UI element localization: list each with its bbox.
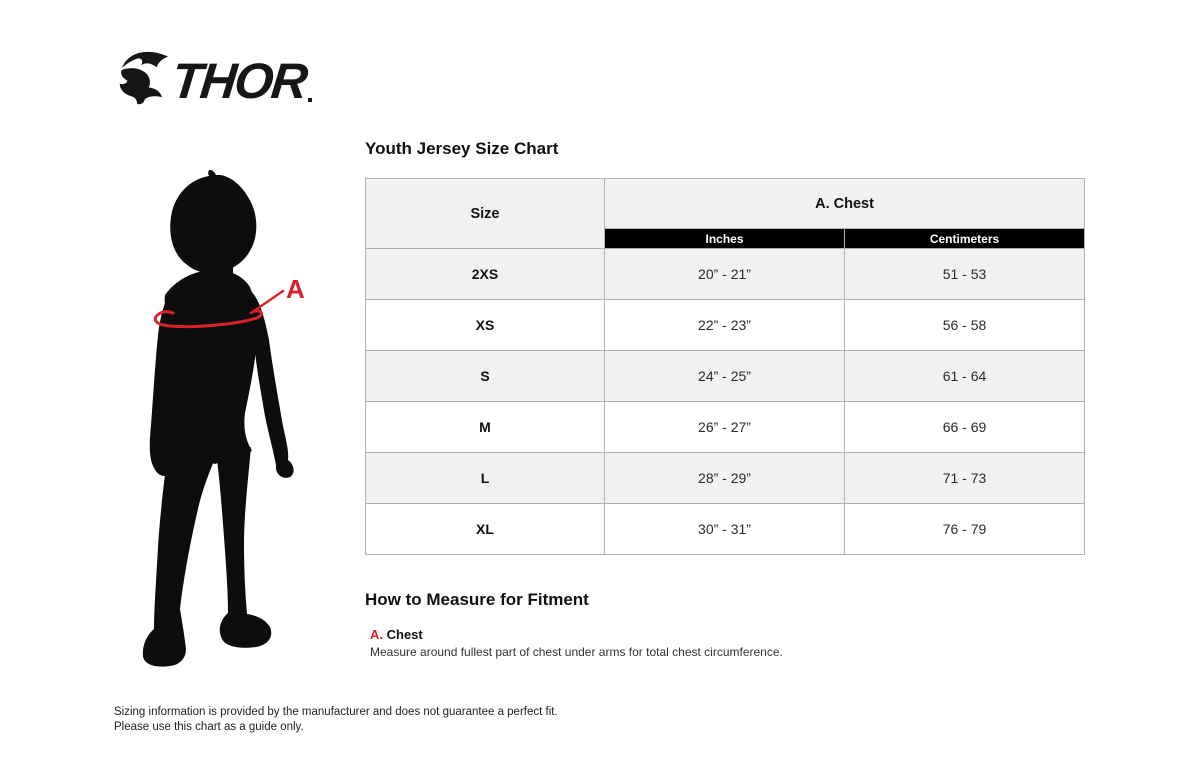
- measure-item-chest: A. Chest Measure around fullest part of …: [370, 627, 1084, 660]
- cell-inches: 20” - 21”: [604, 248, 845, 300]
- cell-inches: 22” - 23”: [604, 299, 845, 351]
- table-row: S 24” - 25” 61 - 64: [365, 350, 1086, 402]
- table-row: M 26” - 27” 66 - 69: [365, 401, 1086, 453]
- size-table-body: 2XS 20” - 21” 51 - 53 XS 22” - 23” 56 - 58 S 24…: [365, 248, 1086, 555]
- trademark-mark: [307, 98, 312, 102]
- page-title: Youth Jersey Size Chart: [365, 139, 559, 158]
- chest-point-label: A: [286, 274, 305, 304]
- disclaimer-line-1: Sizing information is provided by the ma…: [114, 706, 558, 718]
- cell-centimeters: 71 - 73: [843, 452, 1086, 504]
- table-row: 2XS 20” - 21” 51 - 53: [365, 248, 1086, 300]
- measure-item-name: Chest: [386, 627, 423, 642]
- column-header-size: Size: [365, 178, 605, 249]
- brand-logo: THOR: [112, 44, 312, 109]
- measurement-diagram: A: [116, 163, 366, 678]
- column-header-inches: Inches: [604, 228, 845, 249]
- header-units-row: Inches Centimeters: [366, 228, 1086, 249]
- brand-wordmark: THOR: [169, 53, 309, 109]
- cell-inches: 30” - 31”: [604, 503, 845, 555]
- cell-centimeters: 56 - 58: [843, 299, 1086, 351]
- disclaimer: Sizing information is provided by the ma…: [114, 705, 558, 734]
- column-header-chest: A. Chest: [603, 178, 1086, 229]
- table-row: XL 30” - 31” 76 - 79: [365, 503, 1086, 555]
- child-silhouette-image: A: [142, 169, 305, 667]
- column-header-centimeters: Centimeters: [843, 228, 1086, 249]
- cell-size: XS: [365, 299, 605, 351]
- cell-size: XL: [365, 503, 605, 555]
- cell-centimeters: 66 - 69: [843, 401, 1086, 453]
- cell-centimeters: 51 - 53: [843, 248, 1086, 300]
- cell-size: L: [365, 452, 605, 504]
- size-table-header: Size A. Chest Inches Centimeters: [365, 178, 1086, 249]
- cell-inches: 26” - 27”: [604, 401, 845, 453]
- how-to-measure-title: How to Measure for Fitment: [365, 590, 589, 609]
- measure-item-heading: A. Chest: [370, 627, 1084, 642]
- header-group-row: Size A. Chest: [365, 178, 1086, 249]
- cell-size: 2XS: [365, 248, 605, 300]
- measure-item-key: A.: [370, 627, 383, 642]
- table-row: XS 22” - 23” 56 - 58: [365, 299, 1086, 351]
- cell-centimeters: 61 - 64: [843, 350, 1086, 402]
- size-chart-section: Youth Jersey Size Chart Size A. Chest In…: [365, 139, 1086, 660]
- cell-inches: 24” - 25”: [604, 350, 845, 402]
- cell-size: M: [365, 401, 605, 453]
- size-table: Size A. Chest Inches Centimeters 2XS 20” …: [365, 178, 1086, 555]
- table-row: L 28” - 29” 71 - 73: [365, 452, 1086, 504]
- cell-centimeters: 76 - 79: [843, 503, 1086, 555]
- cell-size: S: [365, 350, 605, 402]
- cell-inches: 28” - 29”: [604, 452, 845, 504]
- goat-head-icon: [119, 51, 169, 105]
- measure-item-description: Measure around fullest part of chest und…: [370, 645, 783, 659]
- disclaimer-line-2: Please use this chart as a guide only.: [114, 720, 304, 733]
